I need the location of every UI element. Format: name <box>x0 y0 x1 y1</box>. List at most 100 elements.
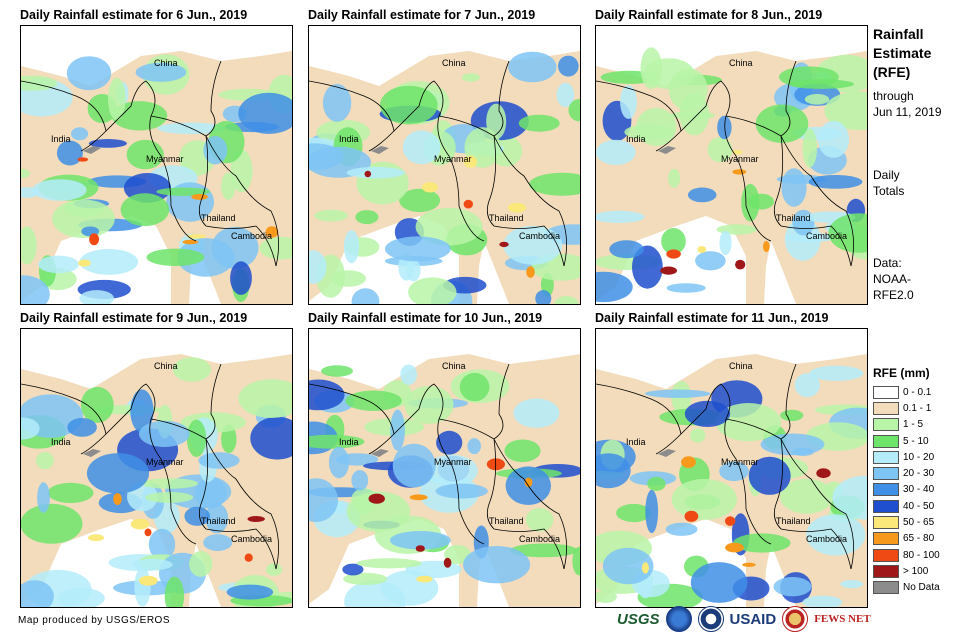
heavy-rain-spot <box>763 241 770 253</box>
heavy-rain-spot <box>368 493 385 504</box>
rain-area <box>346 491 411 532</box>
rain-area <box>205 503 229 534</box>
heavy-rain-spot <box>735 259 746 270</box>
rain-area <box>602 547 654 585</box>
rain-area <box>21 417 40 440</box>
rain-area <box>779 478 834 514</box>
rain-area <box>572 546 580 576</box>
country-border <box>596 383 682 455</box>
country-border <box>596 80 682 152</box>
legend-item: 50 - 65 <box>873 514 940 530</box>
rain-area <box>238 379 292 418</box>
country-border <box>21 383 107 455</box>
country-label-china: China <box>154 58 178 68</box>
rain-area <box>380 570 439 606</box>
rain-area <box>21 187 40 198</box>
rain-area <box>146 248 205 266</box>
no-data-area <box>658 449 676 457</box>
rain-area <box>788 79 854 89</box>
country-label-india: India <box>51 437 71 447</box>
rain-area <box>408 277 457 304</box>
legend-swatch <box>873 418 899 432</box>
country-border <box>21 80 107 152</box>
legend-label: 80 - 100 <box>903 549 940 561</box>
country-label-myanmar: Myanmar <box>146 154 184 164</box>
rain-area <box>79 249 139 275</box>
heavy-rain-spot <box>244 553 253 562</box>
legend-swatch <box>873 581 899 595</box>
map-panel: Daily Rainfall estimate for 11 Jun., 201… <box>595 311 868 608</box>
legend-label: 10 - 20 <box>903 451 935 463</box>
rain-area <box>647 476 666 491</box>
rain-area <box>773 577 812 597</box>
heavy-rain-spot <box>443 557 452 568</box>
logo-strip: USGS USAID FEWS NET <box>617 606 871 632</box>
country-border <box>725 115 854 267</box>
rain-area <box>148 528 176 561</box>
legend-label: 0.1 - 1 <box>903 402 932 414</box>
noaa-logo-icon <box>665 606 692 632</box>
country-label-cambodia: Cambodia <box>806 534 848 544</box>
legend-label: No Data <box>903 582 940 594</box>
country-label-myanmar: Myanmar <box>721 457 759 467</box>
totals-line: Totals <box>873 184 905 198</box>
legend-label: 1 - 5 <box>903 419 924 431</box>
country-border <box>486 135 565 267</box>
rain-area <box>668 168 681 188</box>
legend-label: 50 - 65 <box>903 517 935 529</box>
legend-swatch <box>873 467 899 481</box>
rain-area <box>624 124 674 140</box>
legend-label: 40 - 50 <box>903 500 935 512</box>
rain-area <box>824 91 867 130</box>
rain-area <box>389 531 451 550</box>
heavy-rain-spot <box>182 239 199 245</box>
map-frame: China India Myanmar Thailand Cambodia <box>595 328 868 608</box>
country-border <box>725 418 854 570</box>
legend-item: 65 - 80 <box>873 531 940 547</box>
usaid-seal-icon <box>697 606 724 632</box>
rain-area <box>666 283 706 293</box>
rain-area <box>707 137 733 163</box>
country-label-india: India <box>339 134 359 144</box>
country-label-cambodia: Cambodia <box>519 534 561 544</box>
title-line: Estimate <box>873 45 932 61</box>
no-data-area <box>658 146 676 154</box>
credit-text: Map produced by USGS/EROS <box>18 615 171 626</box>
rain-area <box>467 438 481 455</box>
rain-area <box>177 238 235 277</box>
rain-area <box>322 84 352 122</box>
rain-area <box>661 228 686 255</box>
data-source-text: Data: NOAA- RFE2.0 <box>873 255 914 303</box>
rain-area <box>21 503 83 544</box>
panel-title: Daily Rainfall estimate for 7 Jun., 2019 <box>308 8 536 22</box>
rain-area <box>346 166 405 179</box>
heavy-rain-spot <box>463 199 473 209</box>
country-border <box>205 60 222 137</box>
country-label-myanmar: Myanmar <box>434 154 472 164</box>
no-data-area <box>371 449 389 457</box>
country-label-china: China <box>442 58 466 68</box>
panel-title: Daily Rainfall estimate for 8 Jun., 2019 <box>595 8 823 22</box>
legend-label: 20 - 30 <box>903 468 935 480</box>
country-label-thailand: Thailand <box>489 516 524 526</box>
rain-area <box>141 478 199 489</box>
rain-area <box>186 419 207 457</box>
rain-area <box>459 372 490 402</box>
title-line: Rainfall <box>873 26 924 42</box>
rain-area <box>503 225 563 265</box>
country-border <box>493 363 510 440</box>
rain-area <box>513 398 560 428</box>
country-label-china: China <box>442 361 466 371</box>
rain-area <box>402 130 441 165</box>
legend-swatch <box>873 434 899 448</box>
rain-area <box>508 51 557 83</box>
heavy-rain-spot <box>88 534 104 542</box>
rain-area <box>558 55 579 77</box>
rain-area <box>832 475 867 520</box>
rain-area <box>392 443 436 488</box>
fews-net-logo: FEWS NET <box>814 613 871 625</box>
legend-swatch <box>873 450 899 464</box>
rain-area <box>645 489 659 534</box>
country-border <box>438 115 567 267</box>
title-line: (RFE) <box>873 64 911 80</box>
